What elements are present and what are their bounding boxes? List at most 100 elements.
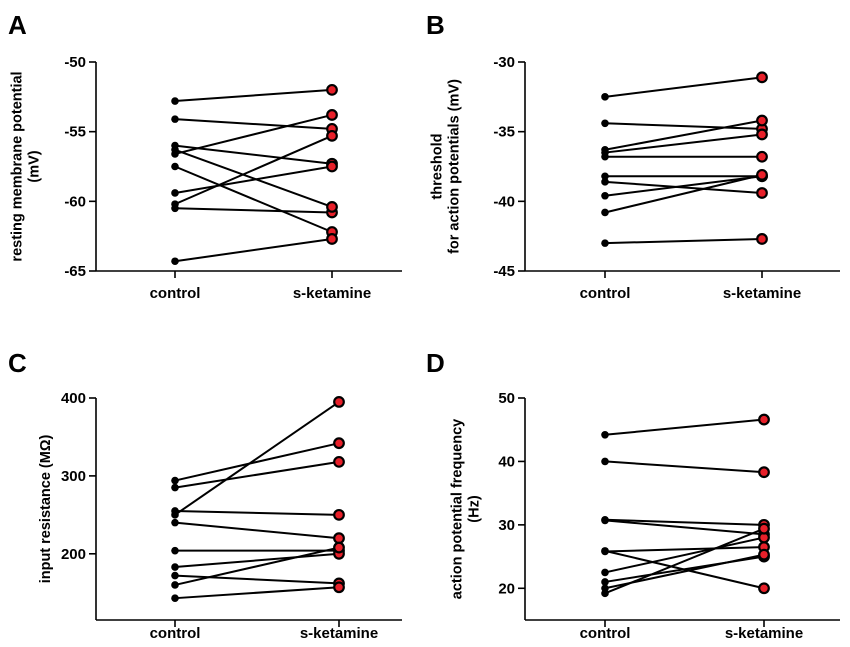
series-line (174, 509, 340, 516)
y-axis-title: (Hz) (467, 495, 483, 523)
panel-letter: B (426, 10, 445, 40)
control-point (171, 97, 179, 105)
control-point (171, 476, 179, 485)
series-line (174, 237, 333, 263)
series-line (604, 76, 763, 98)
control-point (171, 115, 179, 123)
x-tick-label: control (150, 285, 201, 302)
y-axis-title: resting membrane potential (10, 71, 26, 261)
ketamine-point (326, 201, 338, 213)
series-line (174, 165, 333, 194)
control-point (601, 93, 609, 101)
ketamine-point (756, 187, 768, 199)
y-axis-title: (mV) (27, 150, 43, 182)
ketamine-point (758, 548, 770, 561)
series-line (174, 521, 340, 540)
y-tick-label: 300 (61, 468, 86, 485)
control-point (171, 518, 179, 527)
series-line (604, 527, 765, 595)
ketamine-point (756, 168, 768, 181)
series-line (604, 173, 763, 214)
control-point (601, 119, 609, 128)
ketamine-point (333, 581, 345, 594)
control-point (171, 571, 179, 580)
x-tick-label: s-ketamine (300, 625, 378, 642)
ketamine-point (756, 128, 768, 141)
ketamine-point (756, 114, 768, 127)
y-tick-label: 20 (498, 580, 515, 597)
control-point (601, 457, 609, 466)
control-point (171, 162, 179, 171)
control-point (171, 581, 179, 589)
control-point (171, 145, 179, 154)
series-line (174, 442, 340, 482)
series-line (174, 401, 340, 516)
series-line (604, 237, 763, 245)
control-point (601, 208, 609, 217)
control-point (171, 511, 179, 519)
series-line (174, 148, 333, 208)
y-axis-title: action potential frequency (450, 419, 466, 599)
panel-c: C 200 300 400 control s-ketamine input resista… (8, 348, 402, 642)
y-tick-label: 400 (61, 390, 86, 407)
x-tick-label: s-ketamine (723, 285, 801, 302)
control-point (601, 516, 609, 525)
series-line (604, 175, 763, 197)
control-point (601, 430, 609, 439)
panel-d: D 20 30 40 50 control s-ketamine action potenti… (426, 348, 840, 642)
control-point (171, 204, 179, 213)
panel-letter: C (8, 348, 27, 378)
panel-b: B -45 -40 -35 -30 control s-ketamine threshold f… (426, 10, 840, 302)
series-line (604, 460, 765, 474)
ketamine-point (333, 541, 345, 554)
y-tick-label: 30 (498, 517, 515, 534)
x-tick-label: control (150, 625, 201, 642)
ketamine-point (326, 109, 338, 121)
y-axis-title: input resistance (MΩ) (38, 435, 54, 584)
control-point (171, 546, 179, 555)
y-axis-title: for action potentials (mV) (447, 79, 463, 254)
series-line (604, 546, 765, 553)
y-tick-label: -55 (64, 124, 86, 141)
control-point (601, 178, 609, 186)
y-axis-title: threshold (430, 133, 446, 199)
x-tick-label: s-ketamine (725, 625, 803, 642)
ketamine-point (756, 150, 768, 163)
ketamine-point (758, 522, 770, 535)
control-point (601, 578, 609, 586)
ketamine-point (333, 455, 345, 468)
ketamine-point (758, 413, 770, 426)
control-point (171, 594, 179, 602)
ketamine-point (756, 233, 768, 245)
series-line (604, 418, 765, 436)
series-line (604, 518, 765, 526)
ketamine-point (333, 395, 345, 408)
control-point (601, 172, 609, 181)
series-line (604, 133, 763, 154)
ketamine-point (326, 160, 338, 173)
series-line (174, 574, 340, 585)
series-line (174, 546, 340, 586)
series-line (174, 88, 333, 103)
y-tick-label: 40 (498, 453, 515, 470)
series-line (604, 519, 765, 536)
series-line (604, 119, 763, 151)
ketamine-point (758, 582, 770, 595)
series-line (174, 586, 340, 600)
series-line (174, 165, 333, 233)
ketamine-point (326, 129, 338, 142)
series-line (174, 118, 333, 130)
ketamine-point (326, 83, 338, 96)
ketamine-point (333, 508, 345, 521)
ketamine-point (326, 233, 338, 245)
y-tick-label: -45 (493, 263, 515, 280)
series-line (604, 122, 763, 130)
control-point (171, 563, 179, 571)
series-line (174, 207, 333, 214)
panel-a: A -65 -60 -55 -50 control s-ketamine resting me… (8, 10, 402, 302)
y-tick-label: -40 (493, 193, 515, 210)
control-point (601, 191, 609, 200)
control-point (601, 239, 609, 247)
x-tick-label: control (580, 625, 631, 642)
